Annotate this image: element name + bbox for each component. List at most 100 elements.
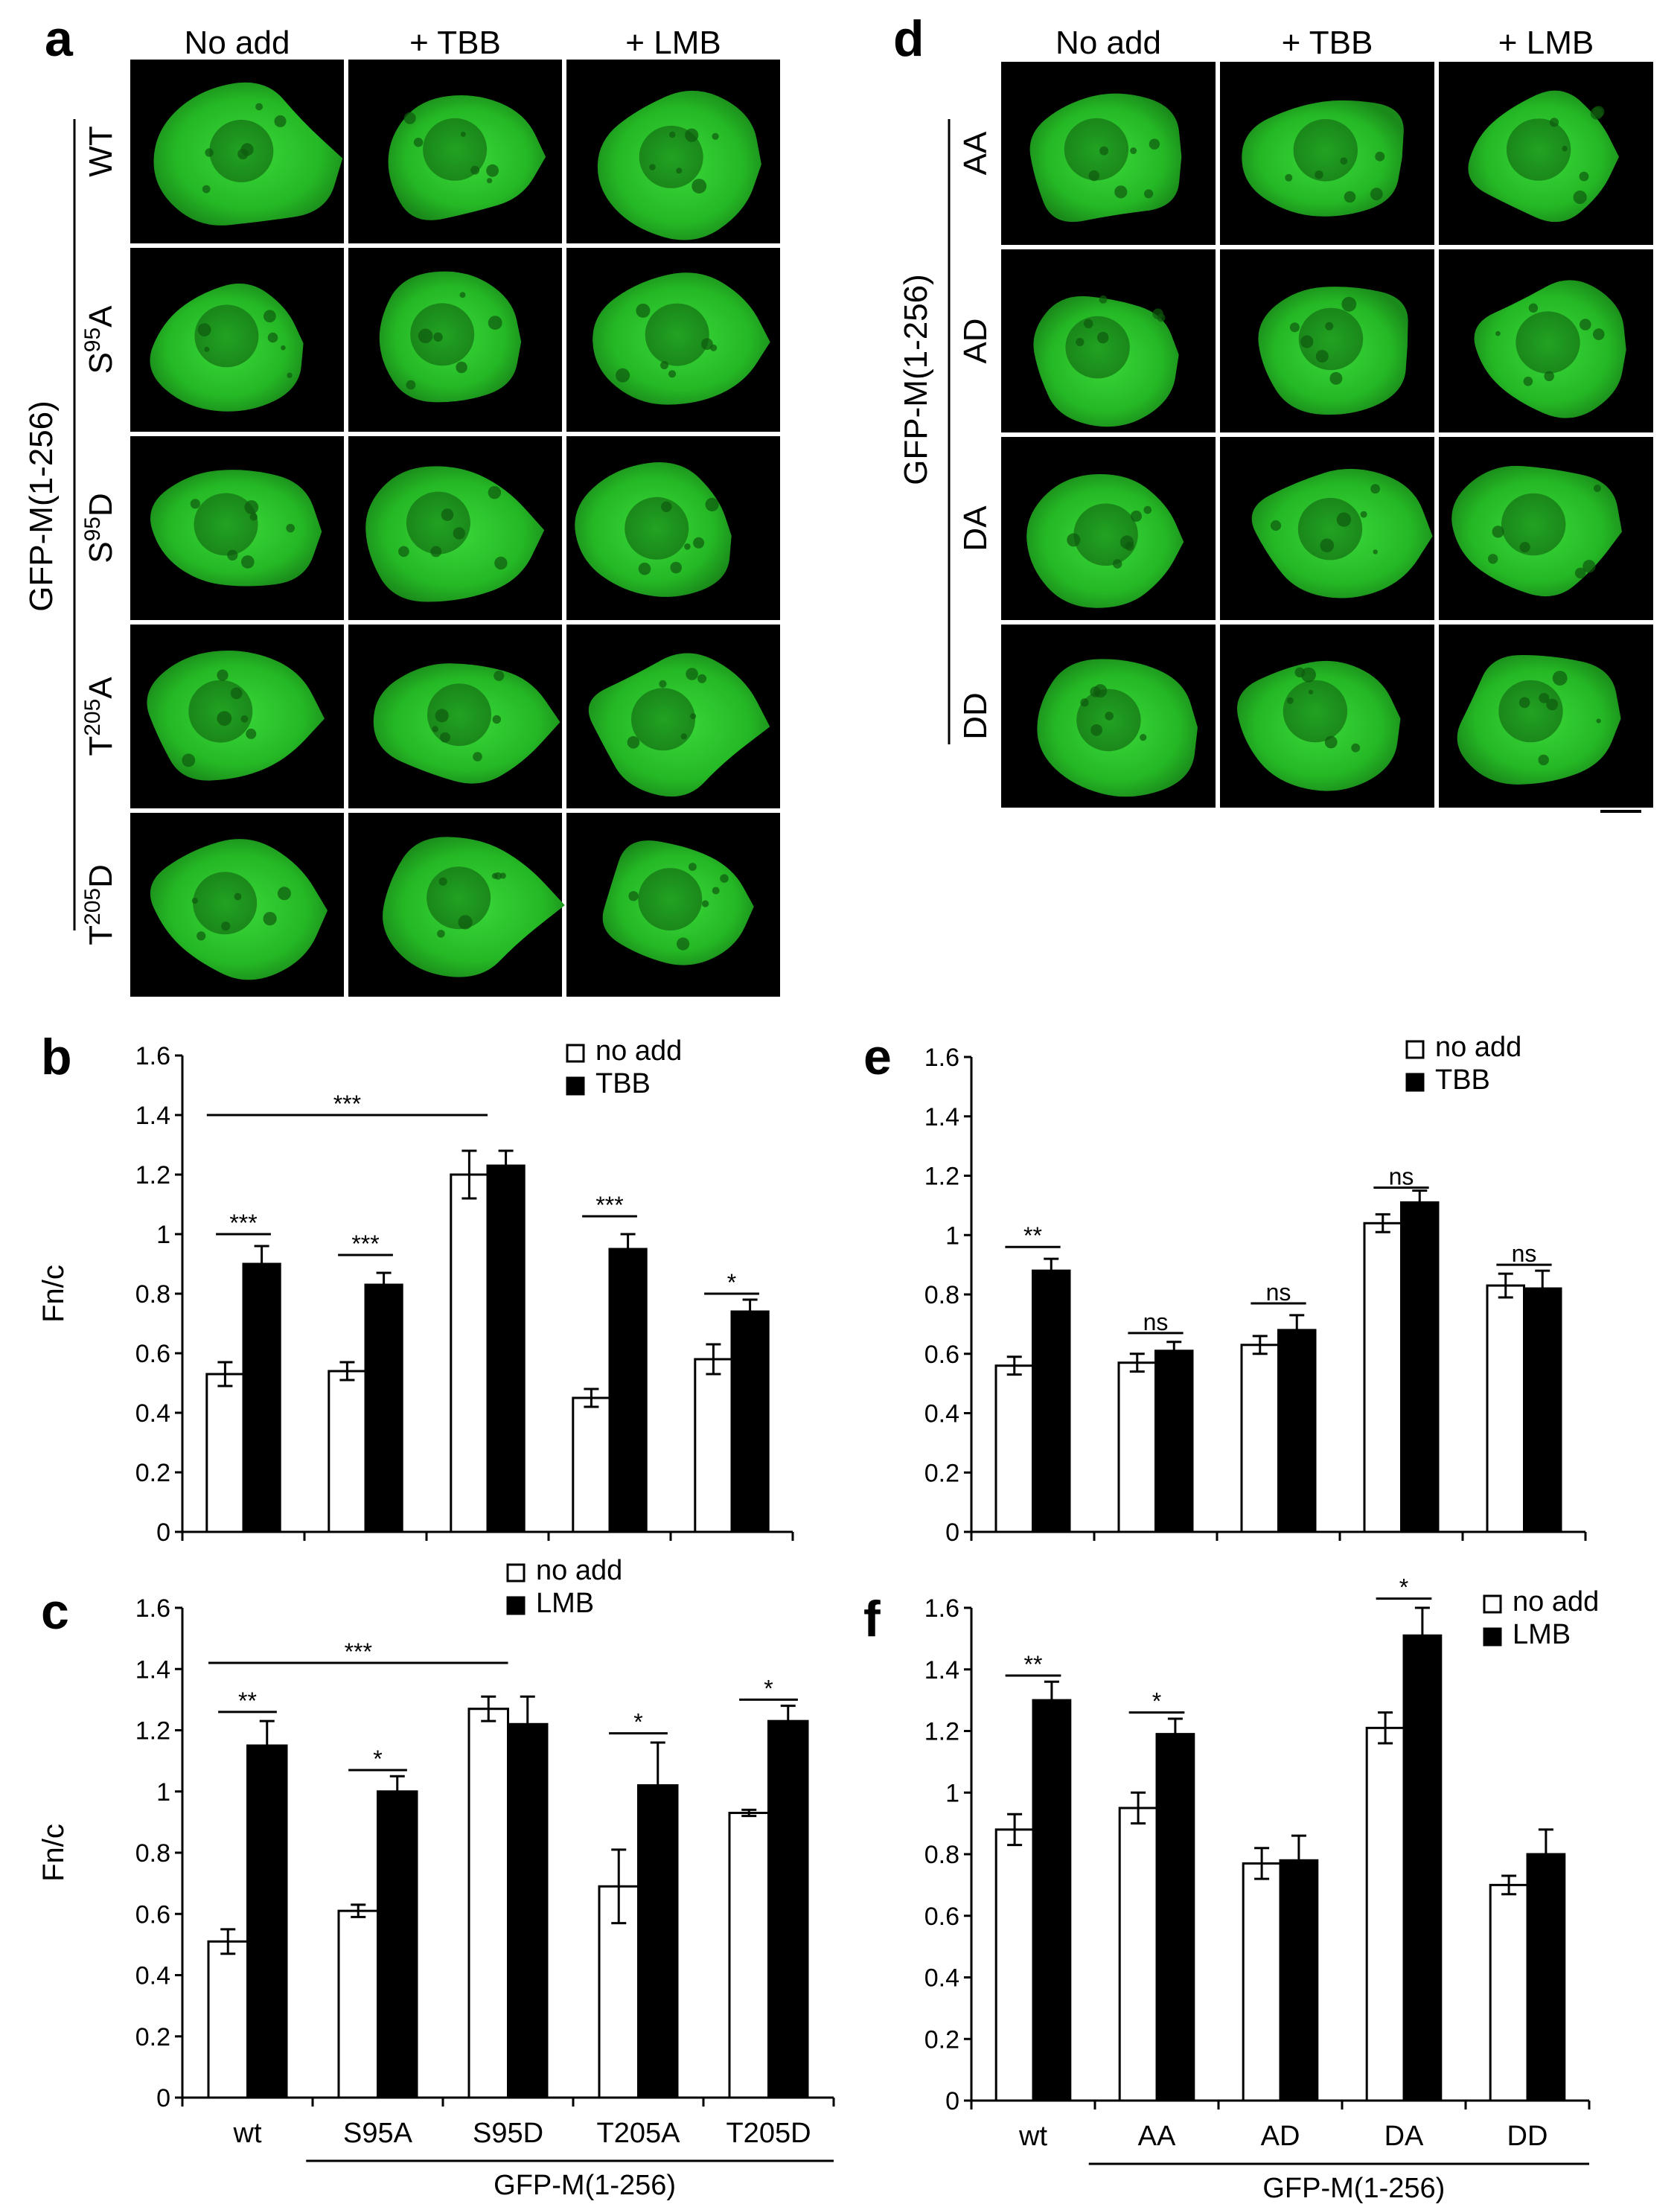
- bar-TBB-T205D: [730, 1310, 770, 1533]
- vesicle: [488, 486, 502, 499]
- vesicle: [692, 179, 707, 194]
- vesicle: [217, 669, 229, 681]
- vesicle: [286, 523, 296, 533]
- x-group-label: GFP-M(1-256): [494, 2170, 676, 2201]
- vesicle: [1539, 692, 1550, 703]
- bar-no-add-S95A: [328, 1370, 367, 1533]
- legend-label: LMB: [1513, 1619, 1571, 1650]
- vesicle: [281, 345, 286, 351]
- vesicle: [1351, 743, 1361, 753]
- vesicle: [441, 508, 454, 521]
- vesicle: [430, 546, 442, 558]
- vesicle: [1130, 147, 1137, 154]
- vesicle: [1579, 171, 1589, 182]
- side-label: GFP-M(1-256): [898, 274, 934, 485]
- vesicle: [1593, 328, 1605, 340]
- bar-TBB-S95D: [486, 1164, 526, 1533]
- row-label: T205A: [80, 677, 120, 756]
- vesicle: [1090, 724, 1102, 736]
- vesicle: [1143, 505, 1152, 514]
- bar-no-add-S95A: [337, 1909, 379, 2099]
- significance-label: **: [238, 1687, 257, 1714]
- vesicle: [1582, 560, 1596, 573]
- significance-label: ***: [345, 1638, 372, 1665]
- row-label: T205D: [80, 864, 120, 945]
- nucleus: [1506, 118, 1571, 181]
- panel-d-image-DA-2: [1439, 437, 1653, 620]
- vesicle: [636, 303, 651, 318]
- vesicle: [1067, 533, 1081, 547]
- bar-TBB-DA: [1400, 1201, 1440, 1533]
- y-tick-label: 1.6: [135, 1594, 170, 1623]
- vesicle: [1562, 145, 1568, 152]
- vesicle: [1315, 170, 1323, 179]
- panel-a-image-T205A-0: [130, 625, 344, 808]
- vesicle: [470, 165, 480, 175]
- vesicle: [1088, 170, 1100, 182]
- vesicle: [438, 877, 447, 886]
- vesicle: [190, 499, 200, 509]
- vesicle: [638, 562, 651, 575]
- significance-label: **: [1024, 1651, 1043, 1678]
- y-tick-label: 1: [945, 1779, 959, 1807]
- significance-label: *: [1399, 1574, 1408, 1601]
- nucleus: [406, 491, 470, 555]
- legend-label: no add: [595, 1035, 682, 1067]
- y-tick-label: 1: [156, 1221, 170, 1249]
- vesicle: [690, 713, 697, 720]
- vesicle: [660, 361, 668, 370]
- vesicle: [1488, 554, 1498, 564]
- vesicle: [255, 103, 263, 111]
- nucleus: [1283, 680, 1348, 743]
- nucleus: [427, 683, 491, 747]
- vesicle: [473, 752, 482, 761]
- y-tick-label: 0.2: [135, 1459, 170, 1487]
- vesicle: [182, 753, 196, 767]
- vesicle: [701, 338, 713, 351]
- y-tick-label: 1.2: [924, 1163, 959, 1191]
- nucleus: [1515, 311, 1580, 374]
- vesicle: [191, 898, 198, 904]
- vesicle: [274, 115, 287, 127]
- panel-a-image-S95A-0: [130, 248, 344, 432]
- vesicle: [1492, 526, 1504, 538]
- legend-label: no add: [1513, 1586, 1599, 1617]
- panel-d-image-DA-1: [1220, 437, 1434, 620]
- bar-TBB-AA: [1154, 1350, 1194, 1533]
- vesicle: [1315, 350, 1329, 363]
- panel-d-image-AD-0: [1001, 249, 1216, 432]
- vesicle: [1544, 371, 1554, 382]
- bar-no-add-T205D: [694, 1358, 733, 1533]
- bar-no-add-wt: [994, 1364, 1034, 1533]
- vesicle: [221, 922, 231, 931]
- legend-label: no add: [1435, 1032, 1521, 1063]
- panel-letter-c: c: [41, 1583, 69, 1640]
- significance-label: *: [727, 1269, 736, 1296]
- legend-label: TBB: [1435, 1064, 1490, 1096]
- vesicle: [1341, 296, 1357, 312]
- vesicle: [710, 344, 718, 351]
- vesicle: [1596, 718, 1601, 724]
- y-tick-label: 1.4: [924, 1103, 959, 1131]
- nucleus: [1073, 503, 1138, 566]
- significance-label: *: [633, 1709, 642, 1736]
- vesicle: [720, 874, 729, 883]
- nucleus: [188, 680, 253, 743]
- bar-LMB-T205D: [767, 1719, 809, 2099]
- microscopy-panels: a No add + TBB + LMB WT S95A S95D T205A T205D GFP…: [23, 10, 1653, 997]
- vesicle: [491, 872, 498, 879]
- y-tick-label: 1.4: [135, 1102, 170, 1130]
- bar-TBB-T205A: [608, 1248, 648, 1533]
- vesicle: [1523, 377, 1533, 386]
- vesicle: [1152, 308, 1163, 319]
- vesicle: [1286, 697, 1294, 704]
- row-label: DA: [957, 505, 994, 552]
- y-tick-label: 0.6: [135, 1340, 170, 1368]
- nucleus: [423, 118, 488, 181]
- panel-letter-f: f: [863, 1591, 881, 1647]
- bar-no-add-DD: [1486, 1284, 1525, 1533]
- significance-label: *: [373, 1746, 382, 1772]
- panel-a-image-S95D-2: [566, 436, 780, 620]
- panel-a-image-T205A-1: [348, 625, 562, 808]
